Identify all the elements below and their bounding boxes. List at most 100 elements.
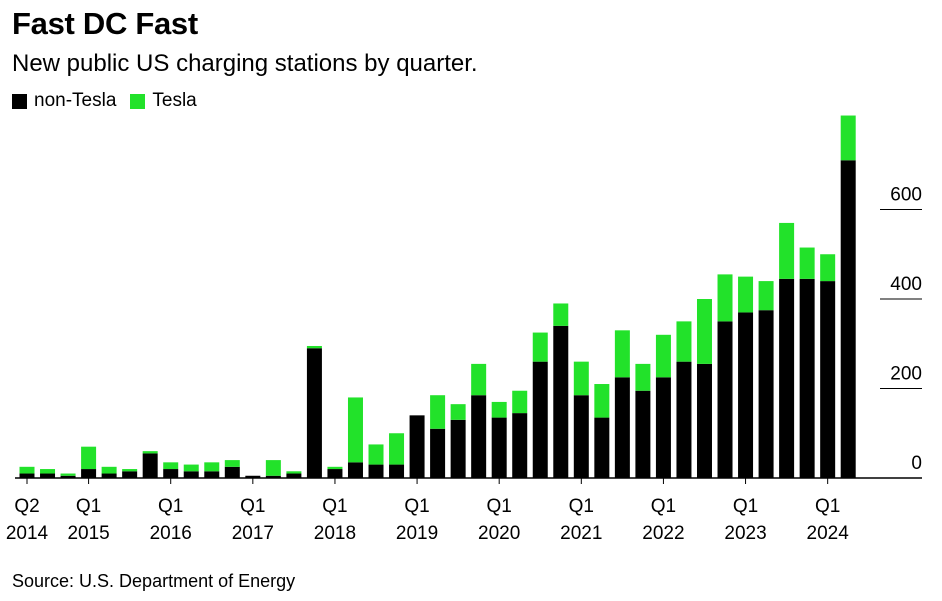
- bar-non-tesla: [471, 395, 487, 478]
- x-tick-label-year: 2019: [396, 523, 438, 544]
- x-tick-label-year: 2024: [807, 523, 850, 544]
- bar-tesla: [840, 115, 856, 161]
- x-tick-label-quarter: Q2: [14, 496, 39, 517]
- bar-non-tesla: [738, 312, 754, 478]
- bar-non-tesla: [532, 361, 548, 478]
- x-tick-label-quarter: Q1: [569, 496, 594, 517]
- legend-label-non-tesla: non-Tesla: [34, 90, 117, 111]
- bar-tesla: [676, 321, 692, 362]
- x-tick-label-quarter: Q1: [487, 496, 512, 517]
- bar-tesla: [430, 395, 446, 429]
- bar-tesla: [450, 404, 466, 420]
- bar-non-tesla: [573, 395, 589, 478]
- bar-non-tesla: [655, 377, 671, 478]
- bar-tesla: [820, 254, 836, 282]
- x-tick-label-quarter: Q1: [404, 496, 429, 517]
- bar-non-tesla: [594, 417, 610, 478]
- bar-tesla: [512, 390, 528, 414]
- bar-tesla: [655, 334, 671, 378]
- bar-non-tesla: [758, 310, 774, 478]
- bar-non-tesla: [245, 475, 261, 478]
- bar-tesla: [696, 299, 712, 364]
- bar-non-tesla: [40, 473, 56, 478]
- source-note: Source: U.S. Department of Energy: [12, 571, 296, 591]
- bar-non-tesla: [779, 278, 795, 478]
- bar-tesla: [635, 363, 651, 391]
- bar-tesla: [224, 460, 240, 467]
- bar-non-tesla: [306, 348, 322, 478]
- bar-non-tesla: [799, 278, 815, 478]
- bar-tesla: [327, 466, 343, 470]
- x-tick-label-year: 2022: [642, 523, 684, 544]
- bar-non-tesla: [286, 473, 302, 478]
- bar-non-tesla: [142, 453, 158, 478]
- bar-non-tesla: [635, 390, 651, 478]
- bar-non-tesla: [614, 377, 630, 478]
- y-tick-label: 200: [890, 364, 922, 385]
- bar-non-tesla: [347, 462, 363, 478]
- bar-non-tesla: [491, 417, 507, 478]
- bar-tesla: [204, 462, 220, 472]
- bar-non-tesla: [101, 473, 117, 478]
- bar-non-tesla: [19, 473, 35, 478]
- x-tick-label-year: 2023: [724, 523, 766, 544]
- bar-non-tesla: [327, 469, 343, 478]
- y-tick-label: 600: [890, 185, 922, 206]
- y-tick-label: 400: [890, 274, 922, 295]
- bar-tesla: [471, 363, 487, 396]
- x-tick-label-year: 2020: [478, 523, 520, 544]
- bar-tesla: [81, 446, 97, 470]
- chart-subtitle: New public US charging stations by quart…: [12, 50, 478, 77]
- bar-tesla: [101, 466, 117, 474]
- x-tick-label-quarter: Q1: [651, 496, 676, 517]
- bar-non-tesla: [840, 160, 856, 478]
- bar-tesla: [491, 401, 507, 418]
- x-tick-label-year: 2016: [150, 523, 192, 544]
- bar-non-tesla: [81, 469, 97, 478]
- bar-non-tesla: [122, 471, 138, 478]
- bar-tesla: [265, 460, 281, 476]
- bar-tesla: [142, 451, 158, 454]
- bar-tesla: [614, 330, 630, 378]
- bar-tesla: [40, 469, 56, 474]
- bar-non-tesla: [265, 475, 281, 478]
- bar-non-tesla: [163, 469, 179, 478]
- bar-tesla: [553, 303, 569, 326]
- x-tick-label-quarter: Q1: [76, 496, 101, 517]
- bar-tesla: [163, 462, 179, 470]
- bar-non-tesla: [204, 471, 220, 478]
- bar-non-tesla: [512, 413, 528, 478]
- bar-non-tesla: [820, 281, 836, 478]
- bar-tesla: [368, 444, 384, 465]
- bar-tesla: [122, 469, 138, 472]
- bar-tesla: [738, 276, 754, 313]
- x-tick-label-quarter: Q1: [322, 496, 347, 517]
- bar-non-tesla: [450, 419, 466, 478]
- bar-non-tesla: [409, 415, 425, 478]
- legend-item-tesla: Tesla: [130, 90, 197, 112]
- x-tick-label-quarter: Q1: [733, 496, 758, 517]
- bar-non-tesla: [368, 464, 384, 478]
- legend-item-non-tesla: non-Tesla: [12, 90, 116, 112]
- y-tick-label: 0: [911, 453, 922, 474]
- bar-tesla: [19, 466, 35, 474]
- bar-non-tesla: [717, 321, 733, 478]
- bar-tesla: [306, 345, 322, 349]
- bar-tesla: [594, 384, 610, 418]
- x-tick-label-year: 2021: [560, 523, 602, 544]
- bar-tesla: [573, 361, 589, 396]
- bar-non-tesla: [553, 325, 569, 478]
- bar-tesla: [183, 464, 199, 472]
- legend-label-tesla: Tesla: [152, 90, 197, 111]
- chart-title: Fast DC Fast: [12, 6, 198, 41]
- bar-tesla: [717, 274, 733, 322]
- x-tick-label-year: 2018: [314, 523, 356, 544]
- bar-non-tesla: [676, 361, 692, 478]
- bar-tesla: [389, 433, 405, 465]
- bar-tesla: [347, 397, 363, 463]
- bar-tesla: [60, 473, 76, 476]
- legend-swatch-non-tesla: [12, 93, 27, 109]
- bar-non-tesla: [183, 471, 199, 478]
- x-tick-label-quarter: Q1: [815, 496, 840, 517]
